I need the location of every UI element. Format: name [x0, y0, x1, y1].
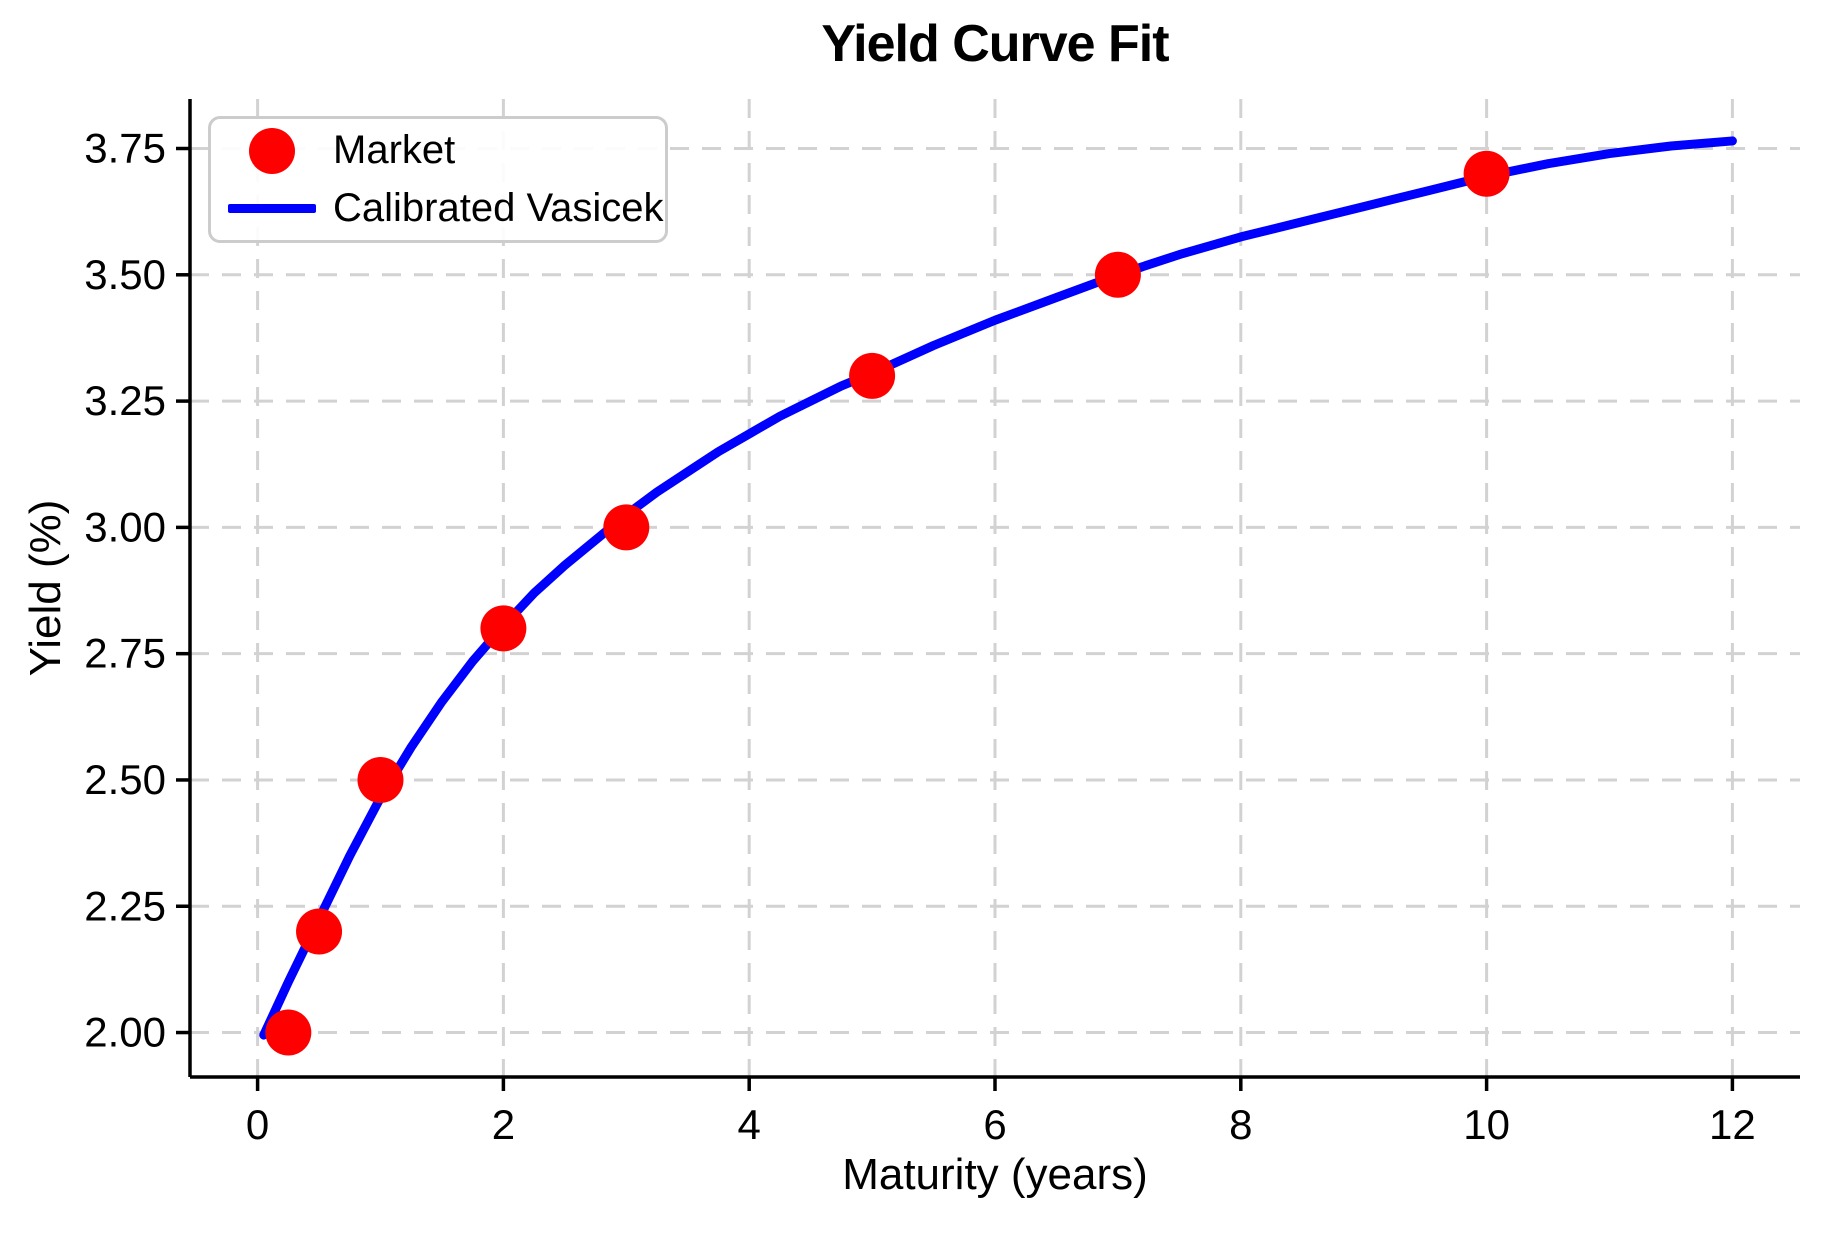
x-tick-label: 8	[1229, 1101, 1252, 1148]
chart-title: Yield Curve Fit	[821, 15, 1169, 73]
market-data-point	[849, 352, 896, 399]
y-tick-label: 3.25	[84, 377, 166, 424]
market-data-point	[357, 756, 404, 803]
market-data-point	[603, 504, 650, 551]
y-tick-label: 2.50	[84, 756, 166, 803]
market-data-point	[1463, 150, 1510, 197]
market-data-point	[265, 1009, 312, 1056]
legend-label-market: Market	[333, 128, 456, 172]
x-tick-label: 6	[983, 1101, 1006, 1148]
legend-item-vasicek: Calibrated Vasicek	[211, 185, 665, 233]
y-tick-label: 2.75	[84, 630, 166, 677]
vasicek-line-icon	[228, 204, 316, 213]
x-tick-label: 12	[1709, 1101, 1756, 1148]
legend-label-vasicek: Calibrated Vasicek	[333, 186, 664, 230]
x-tick-label: 10	[1463, 1101, 1510, 1148]
x-tick-label: 2	[492, 1101, 515, 1148]
legend-marker-cell	[211, 204, 333, 213]
legend-item-market: Market	[211, 127, 665, 175]
legend-box: Market Calibrated Vasicek	[208, 116, 668, 243]
x-tick-label: 4	[738, 1101, 761, 1148]
market-data-point	[1094, 251, 1141, 298]
y-tick-label: 2.00	[84, 1009, 166, 1056]
market-data-point	[480, 605, 527, 652]
y-tick-label: 2.25	[84, 882, 166, 929]
market-data-point	[296, 908, 343, 955]
y-tick-label: 3.75	[84, 125, 166, 172]
y-tick-label: 3.00	[84, 503, 166, 550]
legend-marker-cell	[211, 127, 333, 174]
x-tick-label: 0	[246, 1101, 269, 1148]
y-axis-title: Yield (%)	[21, 499, 70, 677]
y-tick-label: 3.50	[84, 251, 166, 298]
x-axis-title: Maturity (years)	[842, 1150, 1148, 1199]
vasicek-curve-line	[259, 136, 1737, 1040]
market-marker-icon	[249, 127, 295, 174]
